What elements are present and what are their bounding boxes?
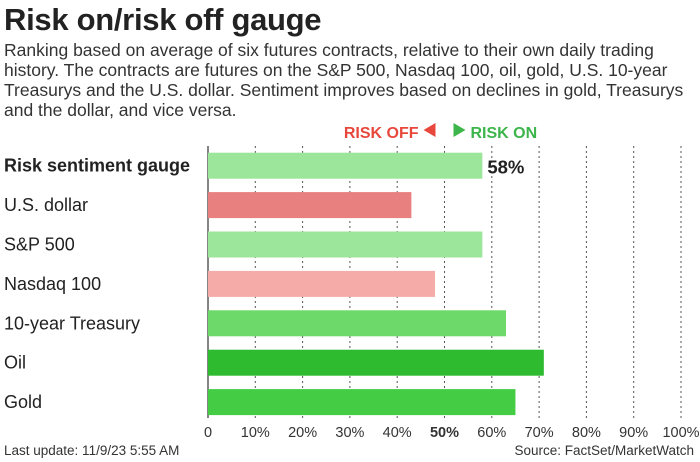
category-labels: Risk sentiment gauge U.S. dollar S&P 500 Na… xyxy=(4,156,190,412)
x-tick-label: 30% xyxy=(335,425,364,441)
bar xyxy=(208,231,483,258)
category-label: S&P 500 xyxy=(4,235,75,255)
chart-subtitle: Ranking based on average of six futures … xyxy=(4,40,684,120)
category-label: U.S. dollar xyxy=(4,195,88,215)
data-label: 58% xyxy=(487,157,524,178)
risk-off-arrow-icon xyxy=(423,123,436,137)
category-label: Gold xyxy=(4,392,42,412)
bar xyxy=(208,270,436,297)
bar-series: 58% xyxy=(208,152,544,416)
x-tick-label: 20% xyxy=(288,425,317,441)
category-label: 10-year Treasury xyxy=(4,313,140,333)
risk-off-label: RISK OFF xyxy=(344,125,419,142)
bar xyxy=(208,349,544,376)
x-tick-label: 70% xyxy=(525,425,554,441)
source-note: Source: FactSet/MarketWatch xyxy=(514,443,694,458)
x-tick-label: 100% xyxy=(662,425,699,441)
chart-title: Risk on/risk off gauge xyxy=(4,2,322,37)
bar xyxy=(208,192,412,219)
bar xyxy=(208,310,506,337)
category-label: Nasdaq 100 xyxy=(4,274,101,294)
last-update-note: Last update: 11/9/23 5:55 AM xyxy=(4,443,180,458)
x-tick-label: 0 xyxy=(204,425,212,441)
x-tick-labels: 0 10% 20% 30% 40% 50% 60% 70% 80% 90% 100% xyxy=(204,425,700,441)
category-label: Risk sentiment gauge xyxy=(4,156,190,176)
risk-on-label: RISK ON xyxy=(471,125,538,142)
x-tick-label: 80% xyxy=(572,425,601,441)
x-tick-label: 50% xyxy=(430,425,459,441)
bar xyxy=(208,389,516,416)
category-label: Oil xyxy=(4,353,26,373)
risk-legend: RISK OFF RISK ON xyxy=(344,123,537,142)
risk-on-arrow-icon xyxy=(453,123,466,137)
x-tick-label: 90% xyxy=(619,425,648,441)
x-tick-label: 10% xyxy=(241,425,270,441)
x-tick-label: 40% xyxy=(383,425,412,441)
x-tick-label: 60% xyxy=(477,425,506,441)
bar xyxy=(208,152,483,179)
